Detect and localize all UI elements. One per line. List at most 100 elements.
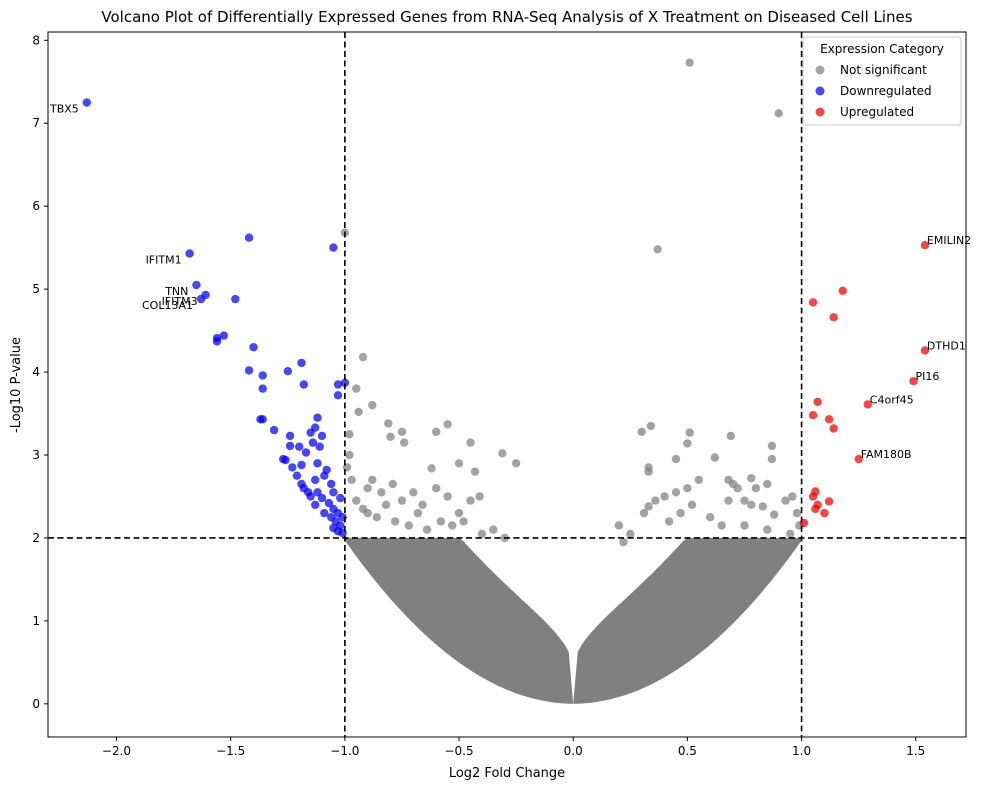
- point-not-significant: [717, 521, 726, 530]
- x-tick-label: 1.0: [792, 744, 811, 758]
- gene-label: EMILIN2: [927, 234, 971, 247]
- point-downregulated: [285, 431, 295, 441]
- point-not-significant: [354, 407, 363, 417]
- point-downregulated: [297, 358, 306, 368]
- point-upregulated: [920, 241, 930, 250]
- point-not-significant: [454, 508, 464, 518]
- point-not-significant: [489, 525, 498, 534]
- point-not-significant: [774, 109, 783, 118]
- point-downregulated: [258, 384, 267, 393]
- point-downregulated: [185, 249, 194, 258]
- point-upregulated: [824, 497, 834, 506]
- legend-marker: [815, 107, 825, 117]
- point-not-significant: [404, 521, 413, 530]
- x-axis-label: Log2 Fold Change: [449, 766, 565, 781]
- point-downregulated: [311, 500, 320, 509]
- density-fill-layer: [344, 537, 802, 704]
- point-not-significant: [781, 496, 790, 505]
- point-not-significant: [466, 438, 475, 447]
- point-upregulated: [811, 504, 820, 514]
- y-tick-label: 6: [32, 199, 40, 213]
- point-not-significant: [683, 484, 692, 493]
- point-not-significant: [477, 529, 487, 538]
- gene-label: TBX5: [49, 103, 79, 116]
- point-not-significant: [747, 474, 756, 483]
- point-downregulated: [299, 380, 308, 389]
- legend-title: Expression Category: [820, 42, 944, 56]
- point-not-significant: [413, 508, 423, 518]
- point-not-significant: [377, 488, 386, 497]
- point-downregulated: [313, 413, 322, 422]
- point-not-significant: [676, 508, 685, 518]
- point-not-significant: [763, 525, 772, 534]
- point-not-significant: [724, 496, 733, 505]
- point-not-significant: [381, 500, 391, 509]
- point-not-significant: [726, 431, 735, 441]
- point-not-significant: [788, 492, 797, 501]
- x-tick-label: −2.0: [102, 744, 131, 758]
- point-downregulated: [244, 233, 254, 242]
- point-not-significant: [685, 428, 694, 437]
- point-not-significant: [767, 454, 777, 464]
- y-axis: 0 1 2 3 4 5 6 7 8: [32, 33, 48, 711]
- point-not-significant: [646, 421, 656, 431]
- point-not-significant: [651, 496, 660, 505]
- x-tick-label: 1.5: [906, 744, 925, 758]
- point-downregulated: [304, 488, 313, 497]
- point-not-significant: [786, 529, 795, 538]
- point-not-significant: [432, 484, 441, 493]
- point-downregulated: [192, 280, 201, 290]
- point-downregulated: [320, 508, 329, 518]
- point-not-significant: [384, 419, 393, 428]
- gene-label: TNN: [164, 285, 188, 298]
- point-not-significant: [368, 401, 377, 410]
- point-upregulated: [813, 397, 822, 407]
- gene-label: DTHD1: [927, 340, 966, 353]
- point-not-significant: [763, 479, 772, 489]
- point-not-significant: [683, 439, 692, 448]
- gene-label: IFITM3: [162, 295, 198, 308]
- point-downregulated: [297, 460, 306, 470]
- point-not-significant: [368, 475, 377, 485]
- legend-marker: [815, 86, 825, 96]
- point-not-significant: [639, 508, 649, 518]
- point-not-significant: [706, 513, 715, 522]
- point-not-significant: [432, 427, 441, 436]
- point-upregulated: [829, 313, 838, 322]
- point-not-significant: [409, 488, 418, 497]
- point-downregulated: [313, 488, 322, 497]
- point-downregulated: [196, 294, 206, 304]
- legend: Expression Category Not significant Downre…: [802, 36, 962, 126]
- point-not-significant: [511, 459, 521, 468]
- point-upregulated: [920, 346, 930, 355]
- point-not-significant: [427, 464, 436, 473]
- gene-label: COL13A1: [142, 299, 193, 312]
- gene-label: C4orf45: [870, 393, 914, 406]
- point-upregulated: [808, 492, 818, 501]
- point-not-significant: [422, 525, 432, 534]
- point-not-significant: [644, 467, 653, 476]
- point-not-significant: [459, 517, 468, 526]
- point-downregulated: [295, 442, 304, 451]
- point-downregulated: [231, 294, 240, 304]
- point-downregulated: [292, 471, 302, 480]
- point-not-significant: [758, 502, 767, 511]
- point-downregulated: [301, 448, 311, 457]
- point-downregulated: [258, 415, 267, 424]
- point-not-significant: [475, 492, 484, 501]
- point-not-significant: [740, 521, 749, 530]
- point-not-significant: [443, 420, 452, 429]
- point-upregulated: [863, 400, 872, 409]
- y-tick-label: 3: [32, 448, 40, 462]
- point-downregulated: [297, 479, 306, 489]
- legend-marker: [815, 65, 825, 75]
- point-downregulated: [258, 371, 267, 380]
- point-downregulated: [82, 98, 92, 107]
- point-not-significant: [390, 517, 400, 526]
- point-downregulated: [281, 455, 290, 465]
- point-not-significant: [436, 517, 445, 526]
- point-downregulated: [288, 463, 297, 472]
- point-downregulated: [283, 367, 292, 376]
- point-not-significant: [345, 450, 354, 460]
